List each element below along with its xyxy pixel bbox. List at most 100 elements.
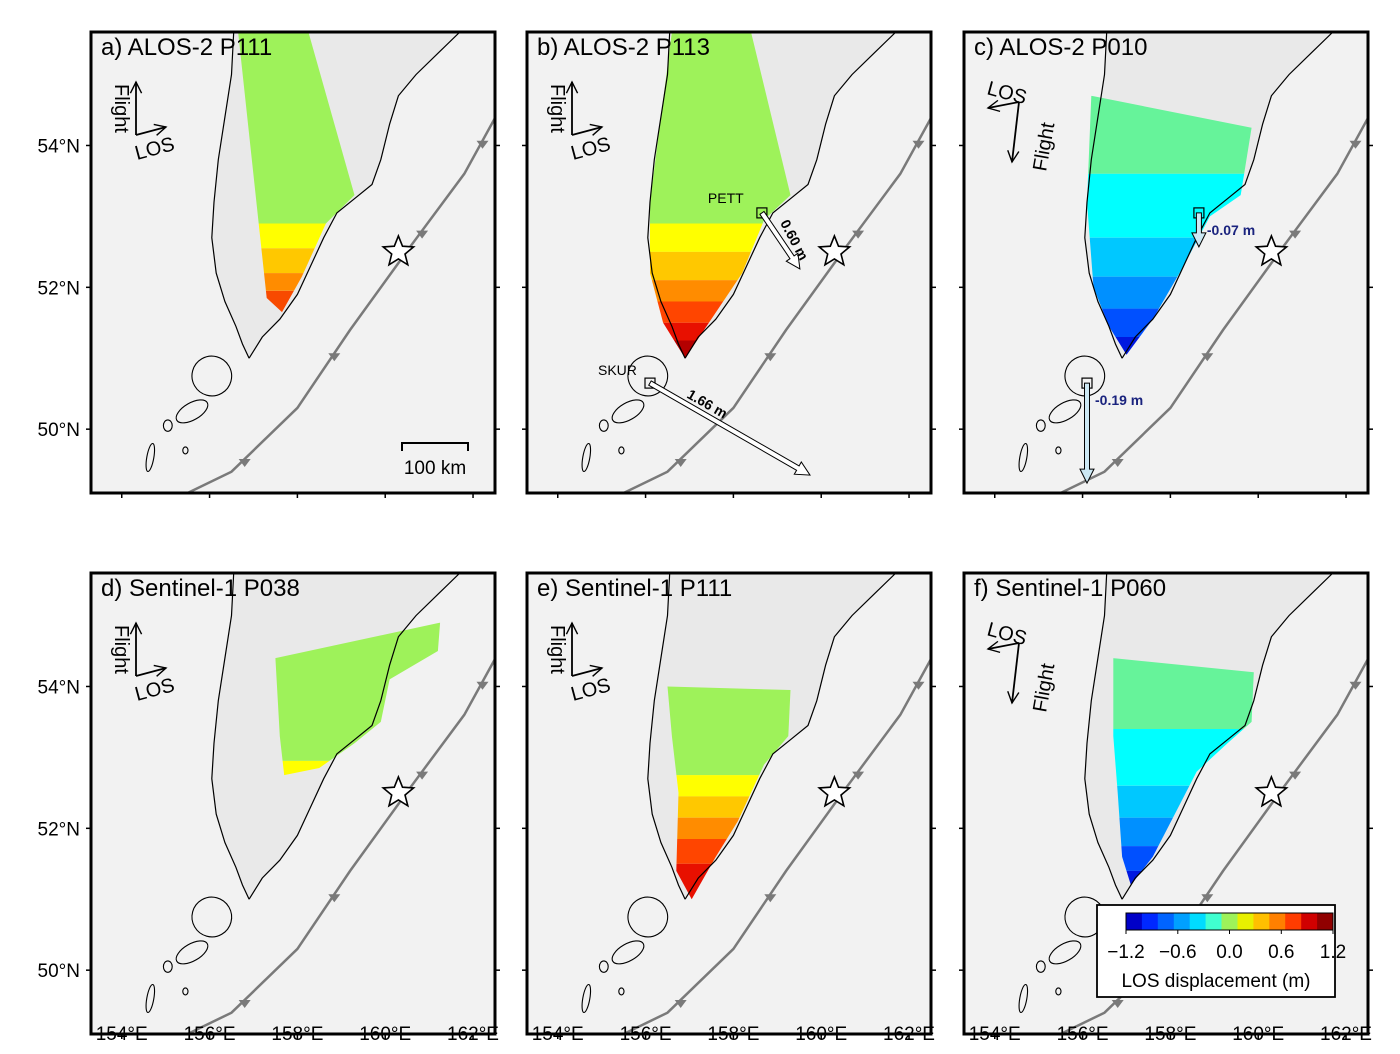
kuril-island bbox=[1055, 446, 1062, 455]
trench-tooth bbox=[674, 459, 687, 467]
panel-frame bbox=[89, 30, 497, 495]
epicenter-star-icon bbox=[1254, 233, 1289, 267]
trench-tooth bbox=[764, 353, 777, 362]
los-arrow-icon bbox=[988, 102, 1020, 108]
flight-arrow-icon bbox=[1012, 642, 1020, 703]
panel-frame bbox=[89, 571, 497, 1036]
longitude-label: 160°E bbox=[359, 1024, 411, 1045]
coastline-east bbox=[684, 32, 897, 359]
axes-layer: 54°N 52°N 50°N 54°N 52°N 50°N 154°E 156°E 158°E 1… bbox=[38, 137, 1372, 1046]
colorbar-swatch bbox=[1205, 913, 1222, 930]
kuril-island bbox=[175, 399, 209, 424]
displacement-vector-arrow bbox=[1079, 382, 1095, 485]
kuril-island bbox=[611, 940, 645, 965]
map-content bbox=[527, 573, 931, 1034]
latitude-label: 54°N bbox=[38, 137, 80, 158]
epicenter-star-icon bbox=[381, 233, 416, 267]
kuril-island bbox=[182, 446, 189, 455]
kuril-island bbox=[598, 419, 609, 432]
kuril-island bbox=[1018, 983, 1029, 1014]
flight-label: Flight bbox=[110, 625, 132, 674]
trench-tooth bbox=[416, 771, 429, 780]
colorbar-tick-label: 0.6 bbox=[1268, 942, 1294, 963]
colorbar-swatch bbox=[1173, 913, 1191, 930]
panel-title: c) ALOS-2 P010 bbox=[974, 34, 1147, 61]
longitude-label: 154°E bbox=[96, 1024, 148, 1045]
longitude-label: 160°E bbox=[1232, 1024, 1284, 1045]
trench-tooth bbox=[912, 140, 925, 149]
trench-tooth bbox=[1349, 140, 1362, 149]
epicenter-star-icon bbox=[817, 774, 852, 808]
colorbar-swatch bbox=[1269, 913, 1286, 930]
kuril-island bbox=[1055, 987, 1062, 996]
coastline-west bbox=[1084, 573, 1123, 900]
trench-tooth bbox=[238, 1000, 251, 1008]
kuril-island bbox=[1035, 960, 1046, 973]
longitude-label: 158°E bbox=[1144, 1024, 1196, 1045]
trench-tooth bbox=[1111, 459, 1124, 467]
colorbar-swatch bbox=[1301, 913, 1318, 930]
coastline-west bbox=[647, 573, 686, 900]
displacement-vector-arrow bbox=[648, 380, 811, 476]
colorbar-swatch bbox=[1157, 913, 1175, 930]
panel-title: b) ALOS-2 P113 bbox=[537, 34, 710, 61]
trench-line bbox=[620, 115, 931, 493]
trench-tooth bbox=[912, 681, 925, 690]
longitude-label: 162°E bbox=[883, 1024, 935, 1045]
map-content bbox=[91, 573, 495, 1034]
trench-tooth bbox=[1349, 681, 1362, 690]
panel-title: a) ALOS-2 P111 bbox=[101, 34, 272, 61]
coastline-east bbox=[248, 573, 461, 900]
vector-magnitude-label: -0.07 m bbox=[1207, 222, 1255, 238]
colorbar-tick-label: −0.6 bbox=[1159, 942, 1197, 963]
longitude-label: 160°E bbox=[795, 1024, 847, 1045]
trench-tooth bbox=[674, 1000, 687, 1008]
trench-line bbox=[184, 115, 495, 493]
los-arrow-icon bbox=[135, 668, 166, 677]
flight-arrow-icon bbox=[1012, 101, 1020, 162]
colorbar-swatch bbox=[1285, 913, 1302, 930]
latitude-label: 50°N bbox=[38, 420, 80, 441]
kuril-island bbox=[618, 446, 625, 455]
los-arrow-icon bbox=[988, 643, 1020, 649]
epicenter-star-icon bbox=[817, 233, 852, 267]
trench-line bbox=[620, 656, 931, 1034]
panel-frame bbox=[962, 571, 1370, 1036]
flight-label: Flight bbox=[546, 625, 568, 674]
coastline-west bbox=[647, 32, 686, 359]
coastline-west bbox=[1084, 32, 1123, 359]
scale-bar-line bbox=[401, 442, 469, 451]
trench-tooth bbox=[476, 140, 489, 149]
kuril-island bbox=[162, 960, 173, 973]
colorbar-swatch bbox=[1253, 913, 1270, 930]
latitude-label: 54°N bbox=[38, 678, 80, 699]
colorbar-swatch bbox=[1317, 913, 1334, 930]
trench-line bbox=[1057, 115, 1368, 493]
colorbar-swatch bbox=[1237, 913, 1254, 930]
longitude-label: 158°E bbox=[271, 1024, 323, 1045]
longitude-label: 156°E bbox=[1057, 1024, 1109, 1045]
longitude-label: 162°E bbox=[1320, 1024, 1372, 1045]
panel-title: e) Sentinel-1 P111 bbox=[537, 575, 732, 602]
colorbar-tick-label: −1.2 bbox=[1107, 942, 1145, 963]
station-label: SKUR bbox=[598, 362, 637, 378]
map-content bbox=[91, 32, 495, 493]
latitude-label: 50°N bbox=[38, 961, 80, 982]
trench-tooth bbox=[1289, 230, 1302, 239]
latitude-label: 52°N bbox=[38, 819, 80, 840]
trench-tooth bbox=[1201, 353, 1214, 362]
kuril-island bbox=[1048, 940, 1082, 965]
trench-tooth bbox=[476, 681, 489, 690]
los-arrow-icon bbox=[571, 668, 602, 677]
kuril-island bbox=[145, 983, 156, 1014]
kuril-island bbox=[191, 355, 233, 397]
trench-tooth bbox=[328, 894, 341, 903]
trench-tooth bbox=[852, 230, 865, 239]
colorbar-swatch bbox=[1141, 913, 1159, 930]
coastline-east bbox=[248, 32, 461, 359]
kuril-island bbox=[162, 419, 173, 432]
